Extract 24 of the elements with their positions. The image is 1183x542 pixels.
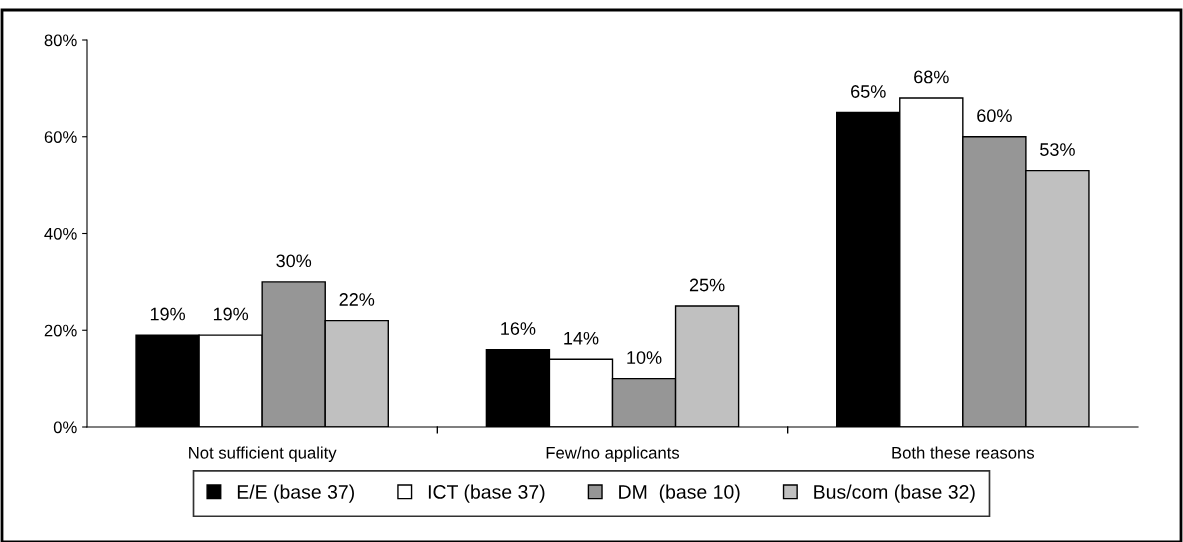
legend-label: ICT (base 37)	[428, 484, 545, 503]
data-label: 22%	[339, 293, 375, 306]
data-label: 25%	[689, 278, 725, 292]
y-tick-label: 80%	[44, 34, 77, 47]
data-label: 19%	[150, 307, 185, 321]
data-label: 53%	[1040, 143, 1075, 156]
y-tick-label: 0%	[53, 421, 77, 434]
legend-label: DM (base 10)	[619, 484, 740, 503]
data-label: 30%	[276, 254, 312, 268]
x-tick-label: Few/no applicants	[546, 446, 680, 462]
y-tick-label: 60%	[44, 131, 77, 143]
legend-label: E/E (base 37)	[237, 484, 354, 503]
data-label: 10%	[627, 351, 662, 364]
data-label: 60%	[977, 109, 1012, 123]
legend-label: Bus/com (base 32)	[814, 484, 975, 503]
y-tick-label: 40%	[44, 227, 77, 240]
x-tick-label: Both these reasons	[892, 446, 1035, 459]
data-label: 68%	[914, 70, 949, 84]
data-label: 14%	[564, 331, 599, 345]
x-tick-label: Not sufficient quality	[189, 446, 337, 462]
data-label: 65%	[851, 85, 886, 98]
y-tick-label: 20%	[44, 324, 77, 337]
data-label: 16%	[501, 322, 536, 335]
data-label: 19%	[213, 307, 249, 321]
